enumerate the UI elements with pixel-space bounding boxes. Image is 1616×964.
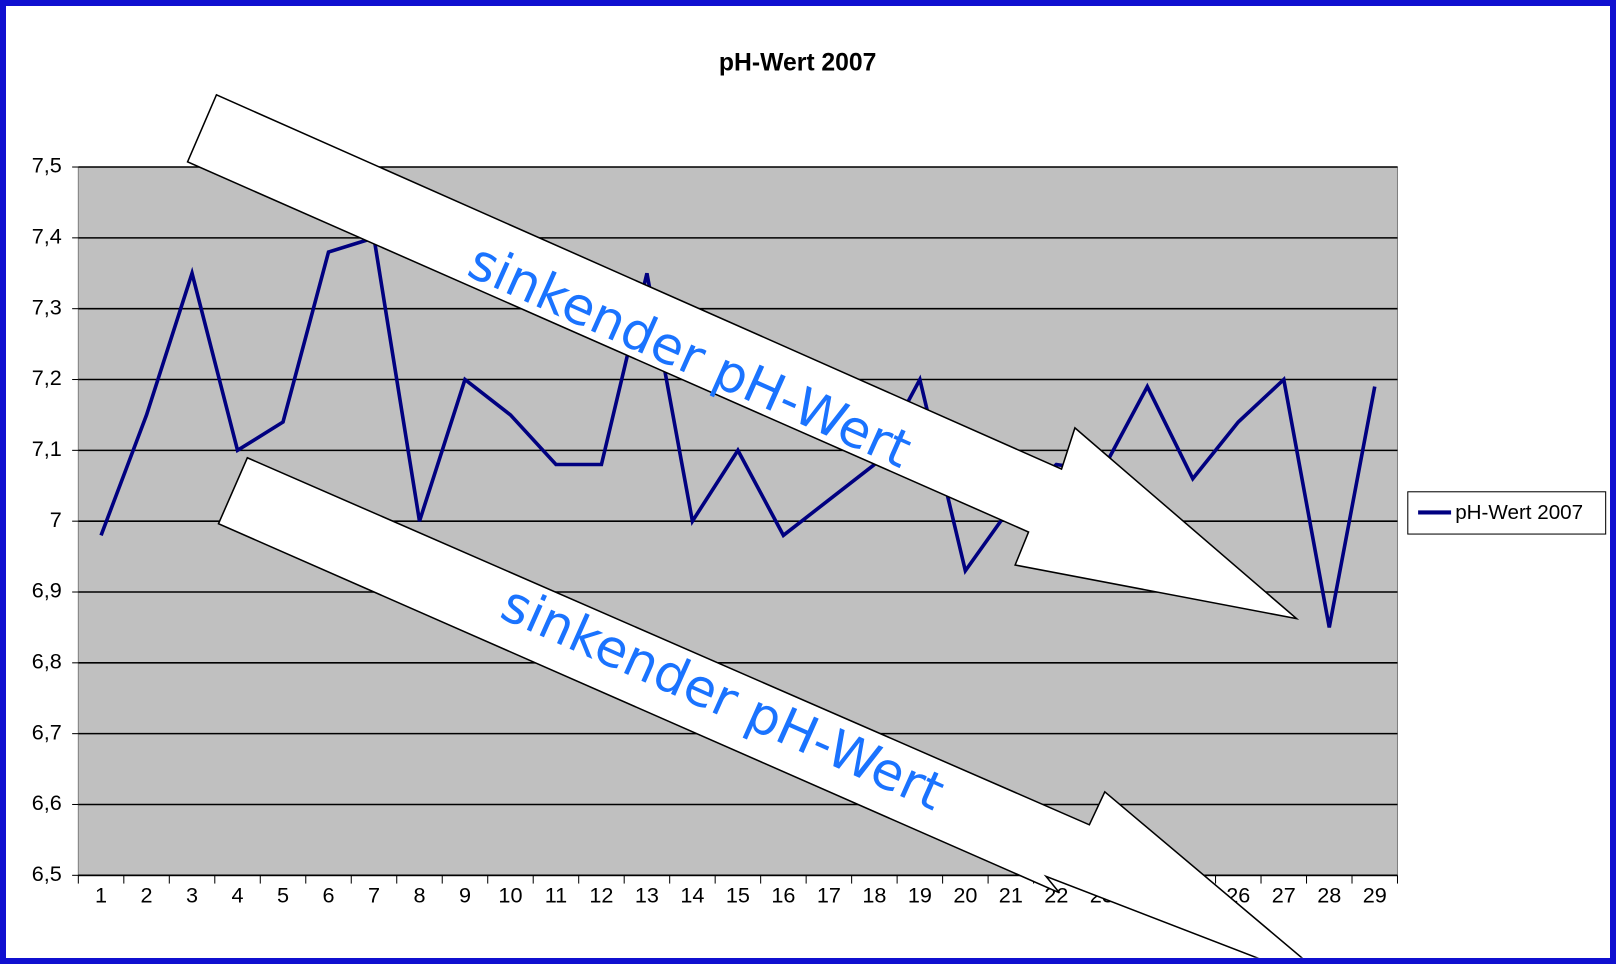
x-tick-label: 10 — [498, 883, 522, 908]
x-tick-label: 1 — [95, 883, 107, 908]
x-tick-label: 13 — [635, 883, 659, 908]
y-tick-label: 6,9 — [32, 578, 62, 603]
x-tick-label: 14 — [680, 883, 704, 908]
y-tick-label: 7,1 — [32, 436, 62, 461]
x-tick-label: 2 — [141, 883, 153, 908]
x-tick-label: 19 — [908, 883, 932, 908]
x-tick-label: 29 — [1363, 883, 1387, 908]
y-tick-label: 6,8 — [32, 649, 62, 674]
x-tick-label: 17 — [817, 883, 841, 908]
x-tick-label: 16 — [771, 883, 795, 908]
x-tick-label: 7 — [368, 883, 380, 908]
x-tick-label: 27 — [1272, 883, 1296, 908]
x-tick-label: 20 — [953, 883, 977, 908]
y-tick-label: 6,7 — [32, 719, 62, 744]
x-tick-label: 21 — [999, 883, 1023, 908]
x-tick-label: 18 — [862, 883, 886, 908]
x-tick-label: 12 — [589, 883, 613, 908]
x-tick-label: 3 — [186, 883, 198, 908]
x-tick-label: 15 — [726, 883, 750, 908]
x-tick-label: 5 — [277, 883, 289, 908]
data-line — [99, 235, 1377, 628]
x-tick-label: 8 — [413, 883, 425, 908]
annotation-arrow — [186, 93, 1300, 620]
y-tick-label: 7,5 — [32, 153, 62, 178]
y-tick-label: 7,3 — [32, 294, 62, 319]
y-tick-label: 6,5 — [32, 861, 62, 886]
y-tick-label: 6,6 — [32, 790, 62, 815]
chart-body: pH-Wert 2007 6,5 6,6 6,7 6,8 6,9 7 7,1 7,2 7,3 7,… — [32, 49, 1607, 958]
y-tick-label: 7,4 — [32, 224, 62, 249]
x-tick-label: 4 — [232, 883, 244, 908]
y-tick-label: 7 — [50, 507, 62, 532]
x-tick-label: 28 — [1317, 883, 1341, 908]
chart-title: pH-Wert 2007 — [719, 49, 877, 76]
x-tick-label: 11 — [545, 883, 567, 908]
x-tick-label: 9 — [459, 883, 471, 908]
x-tick-label: 6 — [322, 883, 334, 908]
legend-label: pH-Wert 2007 — [1455, 501, 1583, 524]
y-tick-label: 7,2 — [32, 365, 62, 390]
annotation-arrow — [217, 456, 1304, 958]
